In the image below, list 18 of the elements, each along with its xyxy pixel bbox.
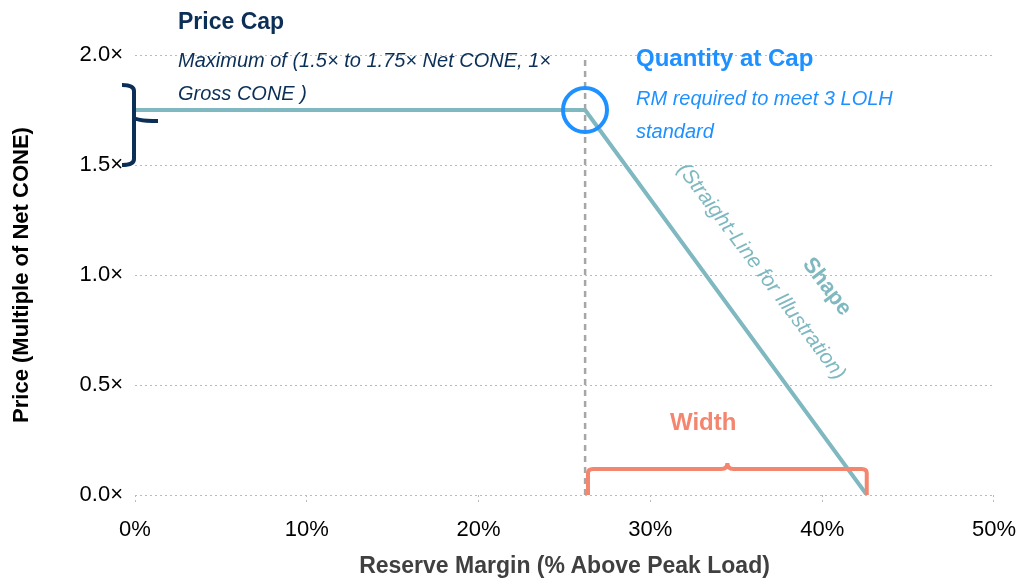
y-tick-label: 2.0× [79,41,123,67]
annotation: Quantity at Cap [636,44,814,72]
x-tick-label: 20% [456,516,501,542]
x-tick-label: 0% [119,516,151,542]
y-tick-label: 1.0× [79,261,123,287]
annotation: RM required to meet 3 LOLH standard [636,86,894,144]
x-tick-label: 40% [800,516,845,542]
x-tick-label: 10% [284,516,329,542]
x-axis-title: Reserve Margin (% Above Peak Load) [359,551,770,578]
x-tick-label: 30% [628,516,673,542]
annotation: Width [670,408,737,436]
y-tick-label: 0.5× [79,371,123,397]
y-tick-label: 1.5× [79,151,123,177]
annotation: Maximum of (1.5× to 1.75× Net CONE, 1× Gross CONE ) [178,48,552,106]
text: Price Cap [178,8,285,35]
y-axis-title: Price (Multiple of Net CONE) [8,127,34,423]
y-tick-label: 0.0× [79,481,123,507]
x-tick-label: 50% [971,516,1017,542]
